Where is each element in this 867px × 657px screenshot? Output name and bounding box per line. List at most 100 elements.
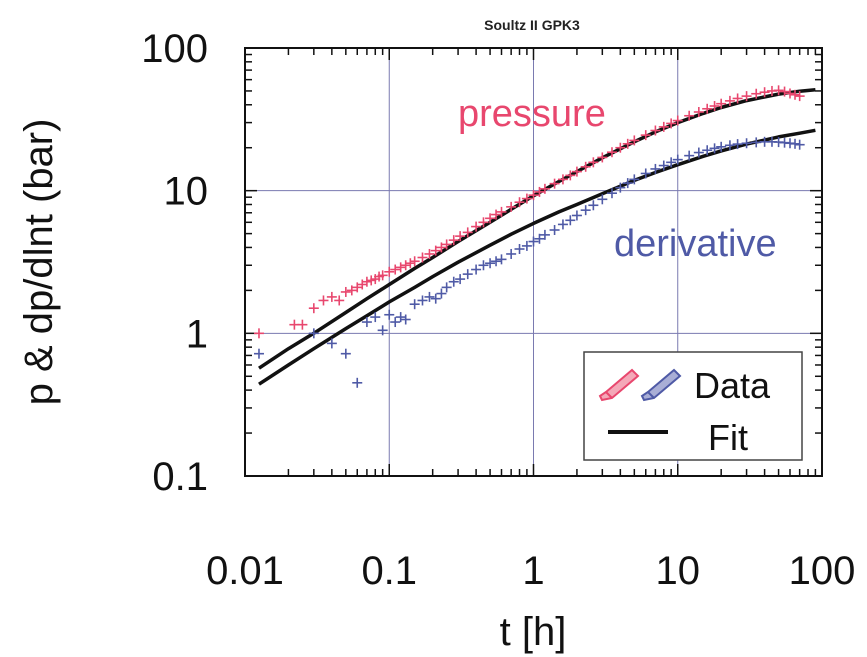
pressure-point — [615, 142, 626, 153]
pressure-point — [424, 248, 435, 259]
derivative-point — [395, 312, 406, 323]
pressure-point — [580, 161, 591, 172]
pressure-point — [539, 183, 550, 194]
pressure-point — [658, 121, 669, 132]
derivative-fit-line — [258, 128, 816, 386]
pressure-point — [759, 87, 770, 98]
pressure-point — [308, 303, 319, 314]
pressure-point — [471, 221, 482, 232]
derivative-point — [514, 244, 525, 255]
derivative-point — [436, 288, 447, 299]
derivative-point — [390, 317, 401, 328]
derivative-point — [448, 276, 459, 287]
y-tick-label: 0.1 — [152, 455, 208, 499]
pressure-point — [455, 231, 466, 242]
pressure-point — [318, 295, 329, 306]
derivative-point — [693, 147, 704, 158]
derivative-point — [430, 293, 441, 304]
pressure-point — [340, 286, 351, 297]
y-tick-label: 100 — [141, 27, 208, 71]
derivative-point — [377, 325, 388, 336]
derivative-point — [534, 233, 545, 244]
derivative-point — [308, 328, 319, 339]
pressure-point — [732, 93, 743, 104]
derivative-point — [716, 141, 727, 152]
y-tick-label: 10 — [164, 170, 209, 214]
derivative-point — [588, 200, 599, 211]
legend-fit-label: Fit — [708, 417, 748, 458]
derivative-point — [478, 260, 489, 271]
pressure-point — [794, 91, 805, 102]
pressure-point — [326, 291, 337, 302]
pressure-point — [441, 239, 452, 250]
pressure-point — [557, 174, 568, 185]
derivative-point — [622, 178, 633, 189]
pressure-point — [514, 197, 525, 208]
pressure-point — [565, 170, 576, 181]
legend: Data Fit — [583, 351, 803, 461]
pressure-point — [640, 130, 651, 141]
pressure-point — [521, 193, 532, 204]
pressure-point — [534, 186, 545, 197]
legend-data-label: Data — [694, 365, 771, 406]
x-tick-label: 1 — [522, 549, 544, 593]
derivative-point — [709, 143, 720, 154]
x-tick-label: 0.1 — [361, 549, 417, 593]
pressure-point — [606, 147, 617, 158]
derivative-point — [724, 140, 735, 151]
pressure-point — [588, 157, 599, 168]
derivative-point — [462, 269, 473, 280]
pressure-point — [650, 125, 661, 136]
derivative-point — [441, 282, 452, 293]
pressure-point — [352, 282, 363, 293]
derivative-point — [485, 258, 496, 269]
derivative-point — [528, 236, 539, 247]
pressure-point — [436, 242, 447, 253]
pressure-point — [629, 135, 640, 146]
pressure-point — [571, 166, 582, 177]
derivative-point — [658, 160, 669, 171]
pressure-label: pressure — [458, 93, 606, 135]
derivative-point — [549, 225, 560, 236]
pressure-point — [462, 227, 473, 238]
derivative-point — [384, 309, 395, 320]
derivative-point — [539, 229, 550, 240]
pressure-point — [709, 101, 720, 112]
y-tick-labels: 0.1 1 10 100 — [141, 27, 208, 499]
derivative-point — [352, 377, 363, 388]
pressure-point — [716, 98, 727, 109]
pressure-point — [430, 245, 441, 256]
derivative-point — [491, 256, 502, 267]
plot-frame — [244, 47, 823, 477]
y-tick-label: 1 — [186, 312, 208, 356]
derivative-point — [326, 338, 337, 349]
pressure-point — [409, 256, 420, 267]
pressure-point — [361, 276, 372, 287]
x-tick-label: 0.01 — [206, 549, 284, 593]
derivative-point — [455, 274, 466, 285]
pressure-point — [496, 206, 507, 217]
series-layer — [253, 85, 816, 388]
pressure-point — [506, 201, 517, 212]
pressure-point — [724, 95, 735, 106]
derivative-point — [557, 219, 568, 230]
pressure-point — [666, 118, 677, 129]
pressure-point — [597, 152, 608, 163]
pressure-point — [672, 115, 683, 126]
pressure-point — [346, 285, 357, 296]
derivative-point — [340, 348, 351, 359]
derivative-point — [741, 138, 752, 149]
x-tick-label: 10 — [656, 549, 701, 593]
derivative-point — [650, 163, 661, 174]
derivative-point — [571, 210, 582, 221]
pressure-point — [549, 178, 560, 189]
pressure-point — [485, 213, 496, 224]
derivative-point — [253, 348, 264, 359]
derivative-point — [400, 314, 411, 325]
derivative-point — [580, 205, 591, 216]
x-tick-label: 100 — [789, 549, 856, 593]
derivative-point — [521, 240, 532, 251]
derivative-point — [417, 295, 428, 306]
derivative-point — [672, 154, 683, 165]
pressure-point — [622, 138, 633, 149]
